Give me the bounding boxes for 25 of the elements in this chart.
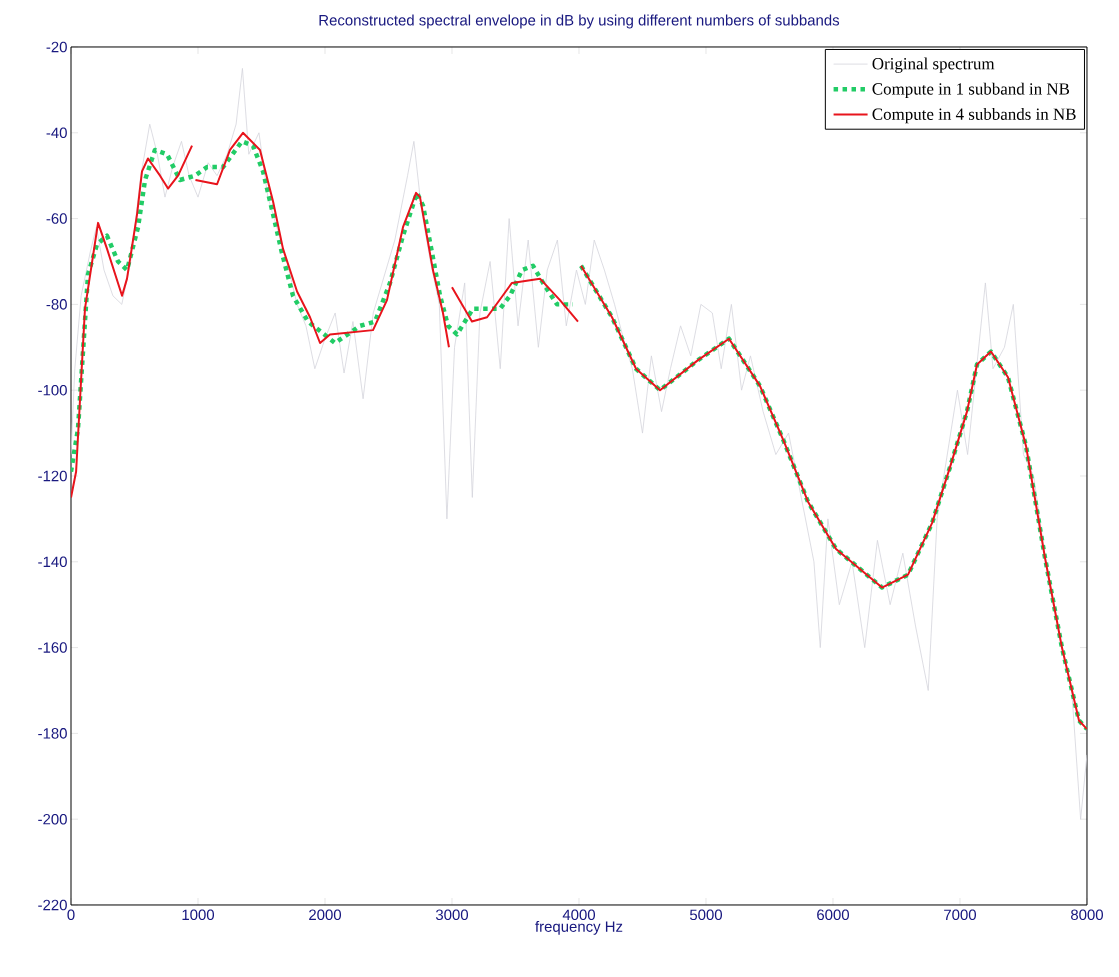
y-tick-label: -200 xyxy=(38,813,67,825)
y-tick-label: -60 xyxy=(46,213,67,224)
x-tick-label: 5000 xyxy=(689,909,723,921)
x-tick-label: 0 xyxy=(67,909,75,921)
y-tick-label: -20 xyxy=(46,41,67,53)
x-tick-label: 1000 xyxy=(182,909,215,921)
legend-label: Compute in 4 subbands in NB xyxy=(872,107,1076,124)
x-axis-title: frequency Hz xyxy=(535,920,623,935)
x-tick-label: 3000 xyxy=(435,909,469,921)
x-tick-label: 2000 xyxy=(309,909,342,921)
y-tick-label: -120 xyxy=(38,470,67,482)
y-tick-label: -40 xyxy=(46,127,67,139)
x-tick-label: 7000 xyxy=(944,909,977,921)
y-tick-label: -100 xyxy=(38,384,67,396)
x-tick-label: 8000 xyxy=(1071,909,1103,921)
x-tick-label: 6000 xyxy=(817,909,850,921)
chart-title: Reconstructed spectral envelope in dB by using different numbers of subbands xyxy=(319,14,840,29)
y-tick-label: -180 xyxy=(38,728,67,739)
y-tick-label: -220 xyxy=(38,899,67,911)
y-tick-label: -160 xyxy=(38,642,67,653)
y-tick-label: -80 xyxy=(46,299,67,310)
legend-label: Compute in 1 subband in NB xyxy=(872,82,1070,99)
y-tick-label: -140 xyxy=(38,556,67,568)
legend-label: Original spectrum xyxy=(872,57,995,73)
x-tick-label: 4000 xyxy=(562,909,596,921)
